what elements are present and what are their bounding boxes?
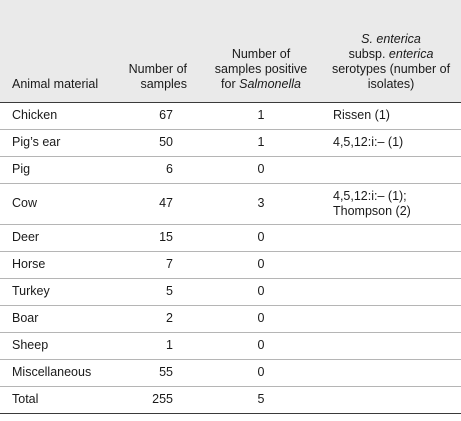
- header-number-of-samples-text: Number of samples: [128, 61, 187, 91]
- cell-material: Turkey: [0, 278, 117, 306]
- cell-material: Horse: [0, 251, 117, 279]
- cell-serotypes: [321, 386, 461, 414]
- table-row: Miscellaneous 55 0: [0, 359, 461, 387]
- table-row: Sheep 1 0: [0, 332, 461, 360]
- cell-samples: 1: [117, 332, 201, 360]
- cell-samples: 7: [117, 251, 201, 279]
- table-row: Turkey 5 0: [0, 278, 461, 306]
- header-positive-organism: Salmonella: [239, 76, 301, 91]
- cell-serotypes: [321, 332, 461, 360]
- table-header: Animal material Number of samples Number…: [0, 0, 461, 103]
- cell-material: Pig’s ear: [0, 129, 117, 157]
- cell-serotypes: [321, 305, 461, 333]
- cell-samples: 5: [117, 278, 201, 306]
- cell-serotypes: 4,5,12:i:– (1); Thompson (2): [321, 183, 461, 225]
- cell-material: Cow: [0, 183, 117, 225]
- cell-serotypes: Rissen (1): [321, 102, 461, 130]
- cell-positive: 3: [201, 183, 321, 225]
- table-row: Deer 15 0: [0, 224, 461, 252]
- cell-samples: 47: [117, 183, 201, 225]
- table-row: Chicken 67 1 Rissen (1): [0, 102, 461, 130]
- cell-material: Total: [0, 386, 117, 414]
- table-row: Cow 47 3 4,5,12:i:– (1); Thompson (2): [0, 183, 461, 225]
- cell-positive: 0: [201, 359, 321, 387]
- cell-positive: 0: [201, 305, 321, 333]
- cell-positive: 0: [201, 332, 321, 360]
- cell-positive: 5: [201, 386, 321, 414]
- cell-positive: 0: [201, 278, 321, 306]
- cell-serotypes: 4,5,12:i:– (1): [321, 129, 461, 157]
- cell-positive: 0: [201, 251, 321, 279]
- table-row: Horse 7 0: [0, 251, 461, 279]
- cell-samples: 15: [117, 224, 201, 252]
- cell-samples: 55: [117, 359, 201, 387]
- header-positive-prefix: Number of samples positive for: [214, 46, 308, 91]
- cell-material: Chicken: [0, 102, 117, 130]
- cell-material: Deer: [0, 224, 117, 252]
- cell-samples: 255: [117, 386, 201, 414]
- header-serotypes-subsp: subsp.: [348, 46, 386, 61]
- cell-serotypes: [321, 278, 461, 306]
- header-animal-material-text: Animal material: [12, 76, 99, 91]
- table-row: Boar 2 0: [0, 305, 461, 333]
- table-body: Chicken 67 1 Rissen (1) Pig’s ear 50 1 4…: [0, 102, 461, 414]
- cell-serotypes-line-1: 4,5,12:i:– (1);: [333, 188, 407, 203]
- cell-positive: 0: [201, 156, 321, 184]
- cell-material: Boar: [0, 305, 117, 333]
- cell-serotypes: [321, 156, 461, 184]
- table-row: Pig’s ear 50 1 4,5,12:i:– (1): [0, 129, 461, 157]
- cell-positive: 0: [201, 224, 321, 252]
- cell-serotypes: [321, 251, 461, 279]
- header-number-of-samples: Number of samples: [117, 0, 201, 103]
- cell-material: Pig: [0, 156, 117, 184]
- table-row-total: Total 255 5: [0, 386, 461, 414]
- header-serotypes-subspecies: enterica: [388, 46, 434, 61]
- cell-material: Miscellaneous: [0, 359, 117, 387]
- cell-positive: 1: [201, 129, 321, 157]
- cell-serotypes: [321, 224, 461, 252]
- header-animal-material: Animal material: [0, 0, 117, 103]
- cell-samples: 2: [117, 305, 201, 333]
- header-serotypes-rest: serotypes (number of isolates): [331, 61, 451, 91]
- table-row: Pig 6 0: [0, 156, 461, 184]
- header-serotypes-species: S. enterica: [361, 31, 421, 46]
- cell-positive: 1: [201, 102, 321, 130]
- header-serotypes: S. enterica subsp. enterica serotypes (n…: [321, 0, 461, 103]
- header-row: Animal material Number of samples Number…: [0, 0, 461, 103]
- header-positive-samples: Number of samples positive for Salmonell…: [201, 0, 321, 103]
- cell-samples: 6: [117, 156, 201, 184]
- cell-serotypes: [321, 359, 461, 387]
- cell-samples: 67: [117, 102, 201, 130]
- cell-serotypes-line-2: Thompson (2): [333, 203, 411, 218]
- cell-material: Sheep: [0, 332, 117, 360]
- cell-samples: 50: [117, 129, 201, 157]
